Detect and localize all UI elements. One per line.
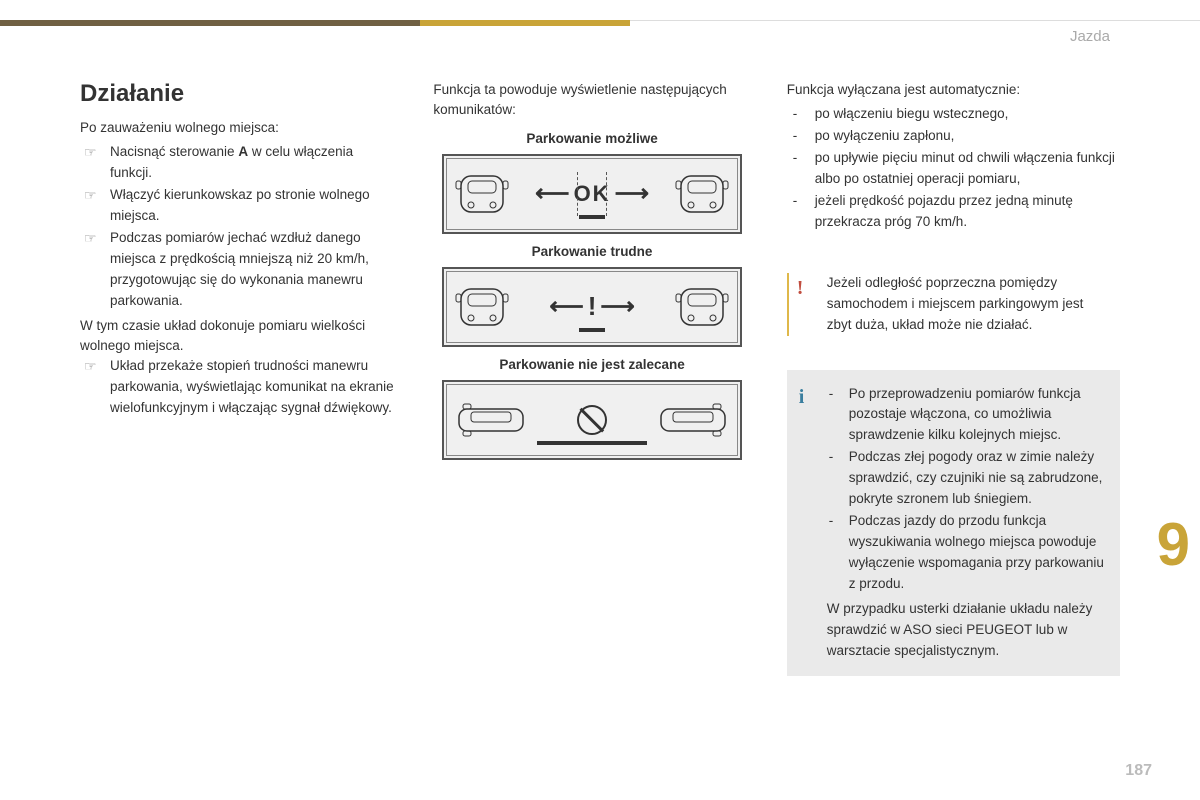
warning-box: ! Jeżeli odległość poprzeczna pomiędzy s…	[787, 263, 1120, 346]
list-item: Podczas jazdy do przodu funkcja wyszukiw…	[827, 511, 1104, 595]
exclamation-icon: !	[797, 273, 804, 304]
operation-intro: Po zauważeniu wolnego miejsca:	[80, 118, 397, 138]
page-content: Działanie Po zauważeniu wolnego miejsca:…	[80, 80, 1120, 750]
column-diagrams: Funkcja ta powoduje wyświetlenie następu…	[433, 80, 750, 750]
diagram-parking-difficult: ⟵ ! ⟶	[442, 267, 742, 347]
warning-icon: !	[588, 291, 597, 322]
list-item: po włączeniu biegu wstecznego,	[787, 104, 1120, 125]
diagram-parking-not-recommended	[442, 380, 742, 460]
page-number: 187	[1125, 762, 1152, 780]
info-list: Po przeprowadzeniu pomiarów funkcja pozo…	[827, 384, 1104, 595]
arrow-left-icon: ⟵	[535, 179, 569, 208]
list-item: po upływie pięciu minut od chwili włącze…	[787, 148, 1120, 190]
info-box: i Po przeprowadzeniu pomiarów funkcja po…	[787, 370, 1120, 676]
operation-plain: W tym czasie układ dokonuje pomiaru wiel…	[80, 316, 397, 357]
caption-ok: Parkowanie możliwe	[433, 131, 750, 146]
car-front-icon	[455, 286, 509, 328]
no-entry-icon	[577, 405, 607, 435]
column-operation: Działanie Po zauważeniu wolnego miejsca:…	[80, 80, 397, 750]
diagram-parking-ok: ⟵ OK ⟶	[442, 154, 742, 234]
operation-steps: Nacisnąć sterowanie A w celu włączenia f…	[80, 142, 397, 311]
auto-off-list: po włączeniu biegu wstecznego, po wyłącz…	[787, 104, 1120, 233]
car-side-icon	[657, 403, 729, 437]
caption-difficult: Parkowanie trudne	[433, 244, 750, 259]
car-front-icon	[675, 286, 729, 328]
auto-off-intro: Funkcja wyłączana jest automatycznie:	[787, 80, 1120, 100]
car-front-icon	[675, 173, 729, 215]
step-item: Układ przekaże stopień trudności manewru…	[80, 356, 397, 419]
caption-not-recommended: Parkowanie nie jest zalecane	[433, 357, 750, 372]
car-side-icon	[455, 403, 527, 437]
info-tail: W przypadku usterki działanie układu nal…	[827, 599, 1104, 662]
diagrams-intro: Funkcja ta powoduje wyświetlenie następu…	[433, 80, 750, 121]
step-item: Włączyć kierunkowskaz po stronie wolnego…	[80, 185, 397, 227]
arrow-right-icon: ⟶	[615, 179, 649, 208]
operation-steps-2: Układ przekaże stopień trudności manewru…	[80, 356, 397, 419]
chapter-label: Jazda	[1070, 28, 1110, 45]
list-item: po wyłączeniu zapłonu,	[787, 126, 1120, 147]
column-auto-off: Funkcja wyłączana jest automatycznie: po…	[787, 80, 1120, 750]
header-bar-light	[420, 20, 630, 26]
list-item: Po przeprowadzeniu pomiarów funkcja pozo…	[827, 384, 1104, 447]
arrow-right-icon: ⟶	[600, 292, 634, 321]
step-item: Podczas pomiarów jechać wzdłuż danego mi…	[80, 228, 397, 312]
list-item: jeżeli prędkość pojazdu przez jedną minu…	[787, 191, 1120, 233]
info-icon: i	[799, 382, 805, 413]
heading-operation: Działanie	[80, 80, 397, 108]
header-bar-rest	[630, 20, 1200, 21]
list-item: Podczas złej pogody oraz w zimie należy …	[827, 447, 1104, 510]
arrow-left-icon: ⟵	[549, 292, 583, 321]
header-bar-dark	[0, 20, 420, 26]
car-front-icon	[455, 173, 509, 215]
step-item: Nacisnąć sterowanie A w celu włączenia f…	[80, 142, 397, 184]
ok-label: OK	[574, 181, 611, 207]
warning-text: Jeżeli odległość poprzeczna pomiędzy sam…	[827, 275, 1084, 332]
chapter-number: 9	[1157, 510, 1190, 579]
